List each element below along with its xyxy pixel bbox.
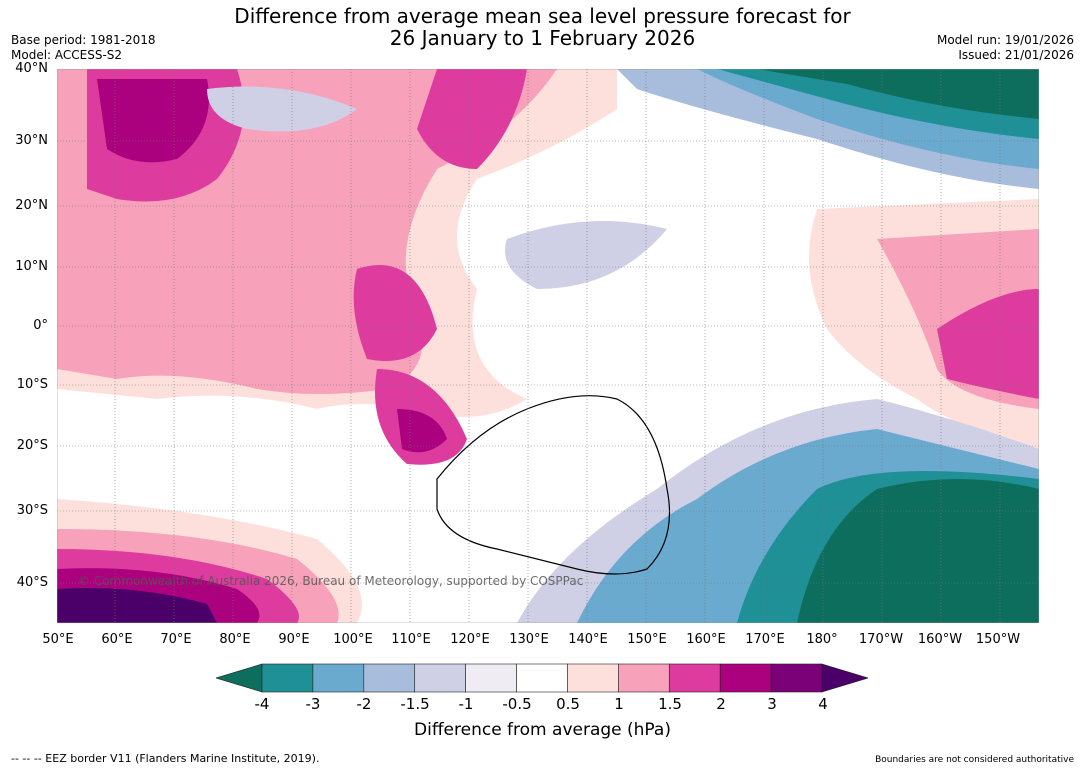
colorbar-extend-high xyxy=(821,663,868,693)
lat-label-40n: 40°N xyxy=(15,61,48,76)
colorbar-tick: -3 xyxy=(305,695,321,713)
lon-label-80e: 80°E xyxy=(219,632,251,647)
colorbar-tick: 1.5 xyxy=(658,695,682,713)
lon-label-100e: 100°E xyxy=(333,632,373,647)
colorbar-cell xyxy=(770,663,823,693)
lon-label-160e: 160°E xyxy=(686,632,726,647)
base-period: Base period: 1981-2018 xyxy=(11,33,156,47)
colorbar-cells xyxy=(216,663,868,693)
lat-label-30n: 30°N xyxy=(15,133,48,148)
anomaly-region-magenta-east-asia xyxy=(417,69,527,169)
colorbar-extend-low xyxy=(216,663,263,693)
colorbar-tick: -1.5 xyxy=(400,695,430,713)
colorbar-tick: -1 xyxy=(458,695,474,713)
colorbar-cell xyxy=(312,663,365,693)
meridians xyxy=(114,69,1001,623)
lat-label-0: 0° xyxy=(33,318,48,333)
anomaly-region-magenta-maritime xyxy=(353,265,437,361)
lon-label-170w: 170°W xyxy=(858,632,904,647)
australia-coastline xyxy=(436,395,671,575)
lon-label-160w: 160°W xyxy=(917,632,963,647)
colorbar-tick: -2 xyxy=(356,695,372,713)
anomaly-region-dark-teal-ne xyxy=(757,69,1039,119)
colorbar-cell xyxy=(719,663,772,693)
meta-right: Model run: 19/01/2026 Issued: 21/01/2026 xyxy=(937,33,1074,63)
colorbar-cell xyxy=(465,663,517,693)
lon-label-170e: 170°E xyxy=(745,632,785,647)
lat-label-40s: 40°S xyxy=(16,575,48,590)
colorbar-cell xyxy=(261,663,314,693)
colorbar-tick: 3 xyxy=(767,695,777,713)
anomaly-region-purple-asia xyxy=(97,79,209,163)
title-line-1: Difference from average mean sea level p… xyxy=(234,4,851,28)
lat-label-10n: 10°N xyxy=(15,259,48,274)
anomaly-region-magenta-east xyxy=(937,289,1039,399)
colorbar-tick: 4 xyxy=(818,695,828,713)
colorbar-title: Difference from average (hPa) xyxy=(414,720,671,740)
pressure-anomaly-map xyxy=(57,69,1039,623)
anomaly-region-dark-purple-sw xyxy=(57,588,217,623)
lon-label-180: 180° xyxy=(806,632,838,647)
colorbar xyxy=(216,663,868,693)
lat-label-20n: 20°N xyxy=(15,198,48,213)
issued-date: Issued: 21/01/2026 xyxy=(958,48,1074,62)
copyright-notice: © Commonwealth of Australia 2026, Bureau… xyxy=(78,574,584,588)
colorbar-cell xyxy=(567,663,619,693)
lat-label-30s: 30°S xyxy=(16,503,48,518)
colorbar-tick: 1 xyxy=(614,695,624,713)
lon-label-60e: 60°E xyxy=(101,632,133,647)
lat-label-10s: 10°S xyxy=(16,377,48,392)
model-name: Model: ACCESS-S2 xyxy=(11,48,123,62)
lon-label-150w: 150°W xyxy=(975,632,1021,647)
colorbar-cell xyxy=(668,663,721,693)
eez-note: -- -- -- EEZ border V11 (Flanders Marine… xyxy=(11,752,320,765)
title-line-2: 26 January to 1 February 2026 xyxy=(389,26,696,50)
colorbar-cell xyxy=(363,663,416,693)
model-run: Model run: 19/01/2026 xyxy=(936,33,1074,47)
colorbar-tick: 2 xyxy=(716,695,726,713)
lon-label-50e: 50°E xyxy=(42,632,74,647)
colorbar-cell xyxy=(516,663,568,693)
lat-label-20s: 20°S xyxy=(16,438,48,453)
lon-label-70e: 70°E xyxy=(160,632,192,647)
colorbar-cell xyxy=(618,663,670,693)
lon-label-90e: 90°E xyxy=(278,632,310,647)
lon-label-130e: 130°E xyxy=(509,632,549,647)
anomaly-region-purple-indian xyxy=(397,409,447,453)
lon-label-120e: 120°E xyxy=(450,632,490,647)
colorbar-cell xyxy=(414,663,466,693)
colorbar-tick: 0.5 xyxy=(556,695,580,713)
colorbar-tick: -4 xyxy=(254,695,270,713)
anomaly-region-pale-blue-pacific xyxy=(505,221,667,289)
boundary-note: Boundaries are not considered authoritat… xyxy=(875,755,1074,765)
lon-label-140e: 140°E xyxy=(568,632,608,647)
lon-label-110e: 110°E xyxy=(391,632,431,647)
anomaly-region-dark-teal-south xyxy=(797,479,1039,623)
meta-left: Base period: 1981-2018 Model: ACCESS-S2 xyxy=(11,33,156,63)
colorbar-tick: -0.5 xyxy=(502,695,532,713)
anomaly-region-blue-japan xyxy=(207,86,357,132)
chart-title: Difference from average mean sea level p… xyxy=(0,5,1085,49)
lon-label-150e: 150°E xyxy=(627,632,667,647)
